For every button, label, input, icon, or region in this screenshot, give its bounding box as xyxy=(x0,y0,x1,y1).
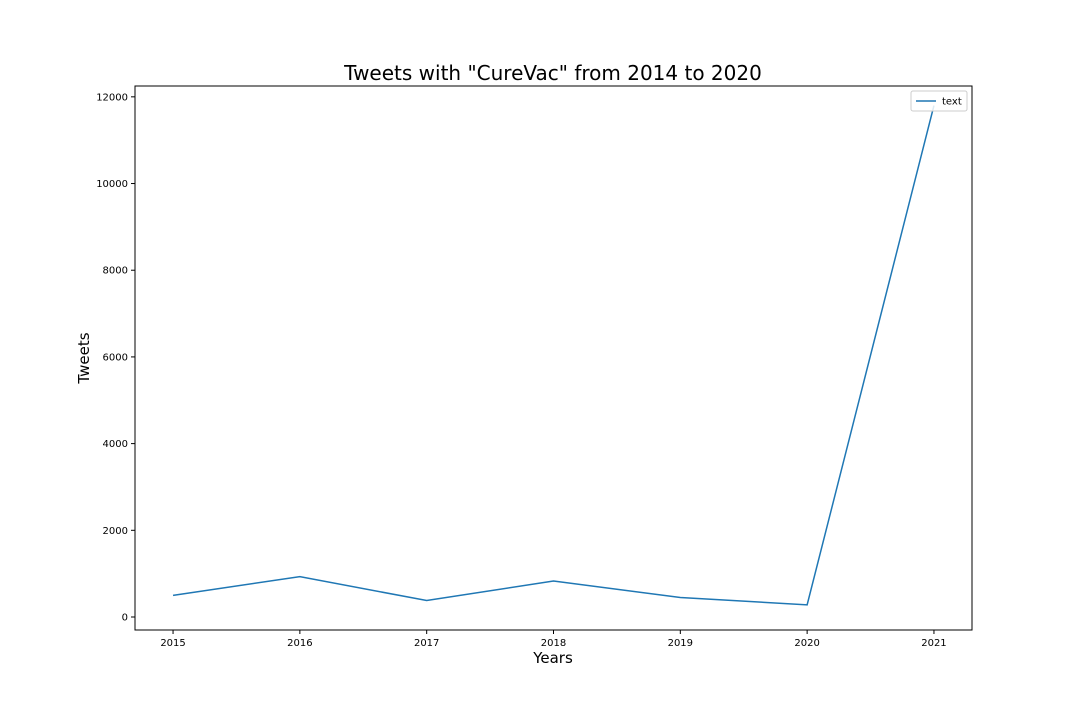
x-tick-label: 2021 xyxy=(921,638,946,649)
plot-area: 2015 2016 2017 2018 2019 2020 2021 0 2000 4000 600… xyxy=(96,85,973,649)
y-tick-label: 4000 xyxy=(103,439,128,450)
x-axis-label: Years xyxy=(532,649,573,667)
x-tick-label: 2020 xyxy=(794,638,819,649)
y-tick-label: 6000 xyxy=(103,352,128,363)
x-tick-label: 2018 xyxy=(541,638,566,649)
plot-frame xyxy=(134,85,973,631)
legend-label: text xyxy=(942,97,962,108)
y-tick-label: 2000 xyxy=(103,526,128,537)
x-tick-label: 2017 xyxy=(414,638,439,649)
series-line-text xyxy=(172,105,935,606)
chart-title: Tweets with "CureVac" from 2014 to 2020 xyxy=(343,61,762,85)
y-tick-label: 0 xyxy=(122,612,128,623)
y-tick-label: 12000 xyxy=(96,92,128,103)
y-axis-label: Tweets xyxy=(75,332,93,384)
x-tick-label: 2019 xyxy=(668,638,693,649)
x-tick-label: 2016 xyxy=(287,638,312,649)
x-tick-label: 2015 xyxy=(160,638,185,649)
y-tick-label: 8000 xyxy=(103,266,128,277)
legend-box xyxy=(910,90,968,112)
y-tick-label: 10000 xyxy=(96,179,128,190)
